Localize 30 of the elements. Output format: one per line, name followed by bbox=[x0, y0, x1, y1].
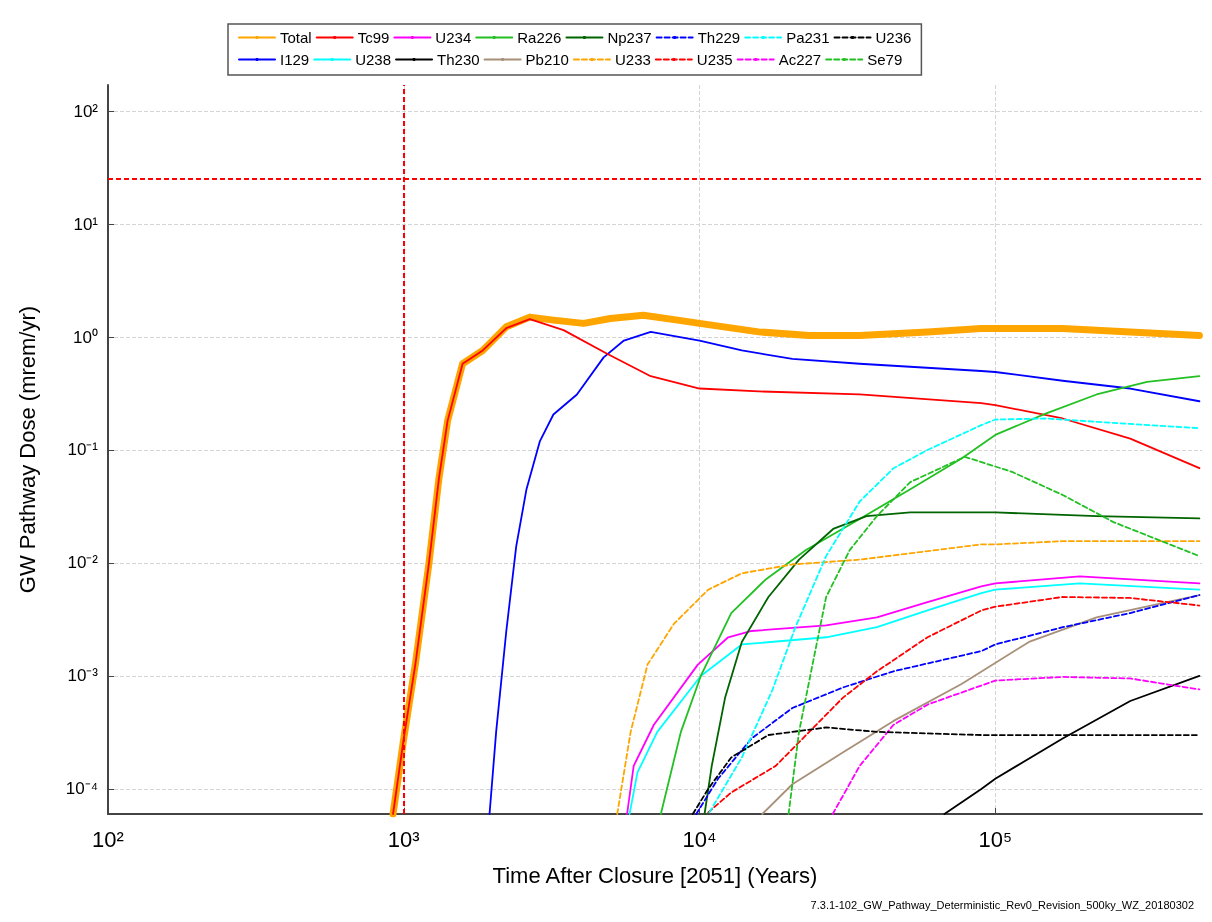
legend-label: U233 bbox=[614, 51, 651, 68]
x-tick-label: 10² bbox=[92, 826, 124, 852]
y-axis-title: GW Pathway Dose (mrem/yr) bbox=[14, 305, 40, 594]
x-tick-label: 10⁵ bbox=[978, 826, 1013, 852]
y-tick-label: 10⁻² bbox=[67, 553, 99, 573]
legend-label: U235 bbox=[696, 51, 733, 68]
legend-label: Se79 bbox=[867, 51, 903, 68]
x-axis-title: Time After Closure [2051] (Years) bbox=[492, 862, 818, 888]
y-tick-label: 10⁻¹ bbox=[67, 440, 99, 460]
y-tick-label: 10⁻³ bbox=[67, 666, 99, 686]
legend-label: U238 bbox=[355, 51, 392, 68]
legend-label: Pa231 bbox=[786, 29, 830, 46]
y-tick-label: 10² bbox=[73, 101, 99, 121]
y-tick-label: 10⁰ bbox=[73, 327, 98, 347]
y-tick-label: 10⁻⁴ bbox=[65, 779, 98, 799]
legend-label: Th229 bbox=[697, 29, 741, 46]
y-tick-label: 10¹ bbox=[73, 214, 99, 234]
legend-label: Th230 bbox=[437, 51, 480, 68]
legend-label: U236 bbox=[875, 29, 912, 46]
legend-label: Pb210 bbox=[525, 51, 569, 68]
x-tick-label: 10³ bbox=[387, 826, 420, 852]
legend-label: Ra226 bbox=[517, 29, 562, 46]
legend-label: Tc99 bbox=[357, 29, 390, 46]
legend-label: I129 bbox=[280, 51, 310, 68]
text: 7.3.1-102_GW_Pathway_Deterministic_Rev0_Revision_500ky_WZ_20180302 bbox=[810, 898, 1195, 911]
legend-label: Ac227 bbox=[778, 51, 822, 68]
legend-label: U234 bbox=[435, 29, 472, 46]
legend-label: Np237 bbox=[607, 29, 652, 46]
legend-label: Total bbox=[280, 29, 312, 46]
x-tick-label: 10⁴ bbox=[682, 826, 717, 852]
